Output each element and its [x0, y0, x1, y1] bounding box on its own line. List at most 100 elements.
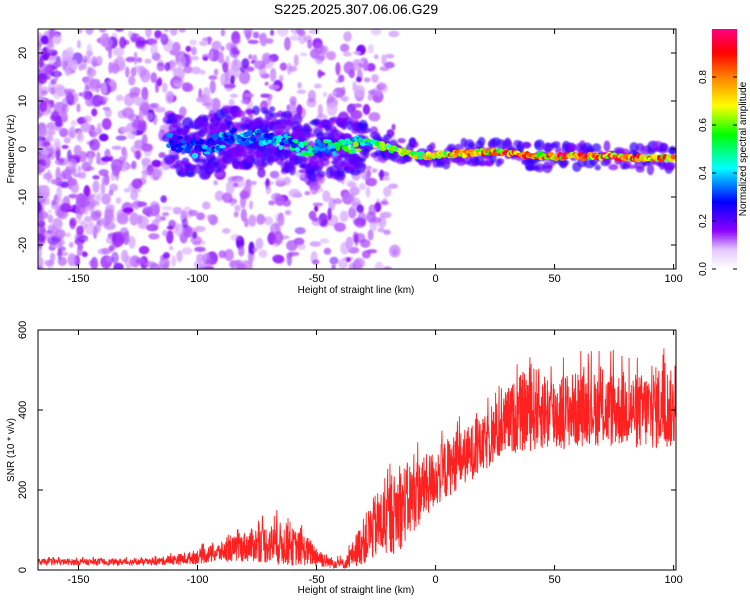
spectrogram-noise-blob: [196, 253, 205, 263]
spectrogram-noise-blob: [92, 175, 100, 180]
spectrogram-noise-blob: [141, 157, 152, 166]
spectrogram-ridge-halo: [309, 120, 320, 126]
spectrogram-noise-blob: [312, 259, 320, 265]
spectrogram-noise-blob: [317, 55, 325, 62]
snr-ytick-label: 600: [17, 321, 29, 339]
spectrogram-ridge-point: [250, 137, 257, 142]
spectrogram-noise-blob: [168, 245, 174, 251]
spectrogram-noise-blob: [161, 212, 170, 217]
colorbar-ticks: 0.0 0.2 0.4 0.6 0.8: [698, 70, 737, 276]
spectrogram-ridge-halo: [202, 115, 210, 121]
spectrogram-noise-blob: [56, 186, 62, 200]
spectrogram-noise-blob: [51, 110, 59, 122]
spectrogram-noise-blob: [238, 245, 245, 257]
spectrogram-noise-blob: [98, 96, 104, 102]
spectrogram-noise-blob: [101, 117, 112, 130]
spectrogram-noise-blob: [150, 42, 158, 56]
spectrogram-noise-blob: [309, 182, 321, 191]
spectrogram-noise-blob: [68, 241, 74, 248]
spectrogram-ridge-point: [278, 144, 284, 151]
spectrogram-noise-blob: [141, 143, 153, 152]
spectrogram-noise-blob: [85, 96, 94, 107]
spectrogram-noise-blob: [98, 29, 107, 33]
spectrogram-noise-blob: [334, 222, 346, 232]
spectrogram-ridge-point: [191, 152, 199, 159]
spectrogram-noise-blob: [108, 245, 115, 252]
spectrogram-noise-blob: [61, 144, 69, 149]
snr-ytick-label: 0: [17, 567, 29, 573]
spectrogram-ridge-point: [219, 144, 226, 149]
spectrogram-ridge-halo: [397, 137, 406, 144]
spectrogram-noise-blob: [38, 201, 42, 214]
spectrogram-ridge-point: [225, 132, 232, 136]
spectrogram-noise-blob: [326, 102, 338, 117]
spectrogram-noise-blob: [111, 145, 122, 150]
spectrogram-noise-blob: [304, 191, 311, 196]
spectrogram-noise-blob: [312, 217, 319, 222]
spectrogram-noise-blob: [235, 235, 242, 241]
spectrogram-noise-blob: [276, 29, 289, 37]
spectrogram-noise-blob: [88, 259, 97, 267]
spectrogram-noise-blob: [233, 211, 239, 218]
spectrogram-noise-blob: [338, 258, 348, 269]
spectrogram-noise-blob: [351, 103, 363, 108]
spectrogram-ridge-halo: [626, 164, 638, 169]
spectrogram-noise-blob: [211, 97, 221, 112]
spectrogram-noise-blob: [111, 251, 119, 265]
spectrogram-noise-blob: [213, 180, 218, 186]
spectrogram-ridge-halo: [534, 163, 545, 173]
spectrogram-noise-blob: [238, 70, 251, 85]
spectrogram-ridge-point: [176, 135, 184, 140]
spectrogram-ridge-halo: [557, 159, 570, 166]
snr-ytick-label: 400: [17, 401, 29, 419]
spectrogram-noise-blob: [374, 261, 384, 269]
spectrogram-ridge-halo: [411, 141, 419, 148]
spectrogram-noise-blob: [162, 252, 170, 259]
spectrogram-noise-blob: [55, 198, 64, 204]
spectrogram-noise-blob: [76, 39, 81, 49]
spectrogram-noise-blob: [44, 259, 55, 267]
spectrogram-noise-blob: [350, 192, 356, 204]
spectrogram-noise-blob: [176, 54, 187, 69]
spectrogram-noise-blob: [90, 131, 98, 138]
spectrogram-noise-blob: [331, 264, 336, 269]
spectrogram-ridge-halo: [234, 110, 246, 118]
spectrogram-noise-blob: [137, 214, 143, 225]
spectrogram-noise-blob: [342, 51, 352, 57]
spectrogram-ridge-halo: [360, 127, 372, 134]
spectrogram-noise-blob: [277, 212, 285, 227]
spectrogram-noise-blob: [346, 106, 353, 114]
spectrogram-noise-blob: [360, 57, 368, 62]
spectrogram-noise-blob: [144, 58, 152, 64]
spectrogram-noise-blob: [128, 236, 136, 249]
spectrogram-noise-blob: [288, 251, 300, 257]
spectrogram-ridge-halo: [660, 143, 669, 151]
spectrogram-noise-blob: [196, 212, 205, 221]
spectrogram-noise-blob: [183, 225, 193, 238]
spectrogram-noise-blob: [379, 200, 389, 206]
spectrogram-noise-blob: [96, 122, 102, 135]
spectrogram-ridge-point: [294, 147, 301, 152]
spectrogram-noise-blob: [342, 97, 348, 103]
spectrogram-noise-blob: [257, 167, 266, 178]
spectrogram-noise-blob: [175, 223, 185, 238]
spectrogram-noise-blob: [222, 61, 229, 73]
snr-frame: [37, 329, 677, 571]
spectrogram-noise-blob: [38, 233, 46, 242]
spectrogram-ridge-halo: [667, 146, 676, 155]
spectrogram-noise-blob: [198, 260, 204, 269]
spectrogram-noise-blob: [53, 138, 61, 152]
spectrogram-noise-blob: [319, 238, 330, 244]
spectrogram-ridge-point: [332, 150, 337, 157]
spectrogram-noise-blob: [133, 87, 140, 93]
spectrogram-noise-blob: [377, 227, 385, 233]
spectrogram-noise-blob: [288, 65, 298, 72]
spectrogram-noise-blob: [78, 171, 87, 179]
spectrogram-noise-blob: [149, 170, 162, 181]
spectrogram-noise-blob: [118, 156, 126, 165]
spectrogram-noise-blob: [104, 108, 112, 118]
colorbar-label: Normalized spectral amplitude: [738, 81, 749, 216]
spectrogram-noise-blob: [122, 207, 134, 214]
spectrogram-noise-blob: [49, 252, 56, 263]
spectrogram-noise-blob: [164, 62, 171, 72]
